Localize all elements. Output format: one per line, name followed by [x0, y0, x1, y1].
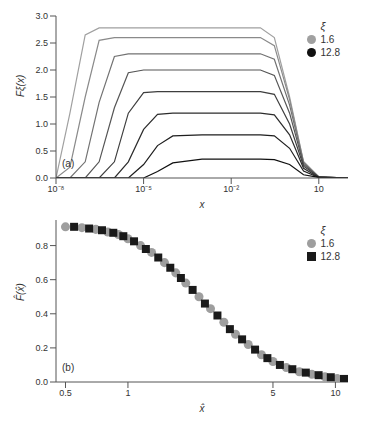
svg-text:x: x [199, 199, 206, 210]
svg-text:10⁻⁸: 10⁻⁸ [48, 184, 65, 194]
html-text:12.8: 12.8 [320, 251, 340, 262]
svg-text:2.5: 2.5 [35, 38, 48, 48]
svg-text:2.0: 2.0 [35, 65, 48, 75]
svg-text:10: 10 [314, 184, 324, 194]
svg-text:0.0: 0.0 [35, 173, 48, 183]
html-text:1.6: 1.6 [320, 238, 335, 249]
svg-text:0.0: 0.0 [35, 377, 48, 387]
svg-text:0.8: 0.8 [35, 241, 48, 251]
html-text:(b): (b) [62, 362, 75, 373]
html-text:(a): (a) [62, 158, 75, 169]
svg-text:0.4: 0.4 [35, 309, 48, 319]
svg-text:10⁻²: 10⁻² [223, 184, 239, 194]
svg-text:1.0: 1.0 [35, 119, 48, 129]
svg-text:3.0: 3.0 [35, 11, 48, 21]
svg-text:x̂: x̂ [199, 403, 206, 414]
svg-text:1: 1 [125, 388, 130, 398]
svg-text:0.5: 0.5 [35, 146, 48, 156]
svg-text:1.5: 1.5 [35, 92, 48, 102]
html-text:ξ: ξ [320, 20, 326, 32]
svg-text:0.6: 0.6 [35, 275, 48, 285]
html-text:1.6: 1.6 [320, 34, 335, 45]
html-text:12.8: 12.8 [320, 47, 340, 58]
svg-text:10: 10 [330, 388, 340, 398]
svg-text:Fξ(x): Fξ(x) [15, 75, 27, 97]
svg-text:0.2: 0.2 [35, 343, 48, 353]
svg-text:F̂(x̂): F̂(x̂) [13, 283, 26, 301]
html-text:ξ: ξ [320, 224, 326, 236]
svg-text:5: 5 [270, 388, 275, 398]
svg-text:10⁻⁵: 10⁻⁵ [135, 184, 152, 194]
svg-text:0.5: 0.5 [59, 388, 72, 398]
